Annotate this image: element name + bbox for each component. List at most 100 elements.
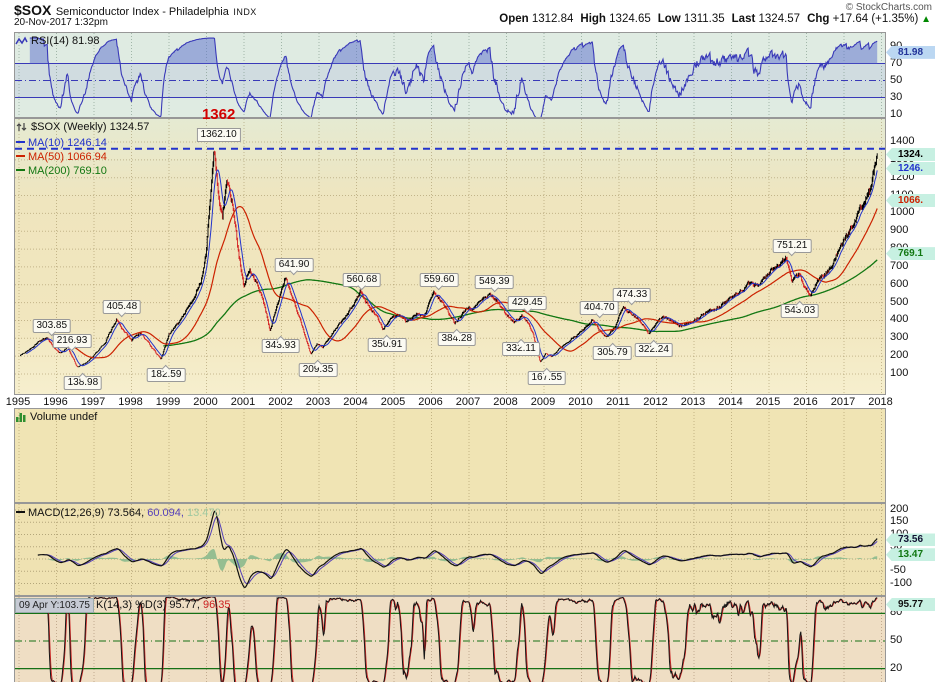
x-axis-year-label: 1997 bbox=[80, 396, 106, 408]
x-axis-year-label: 2012 bbox=[643, 396, 668, 408]
up-down-arrows-icon bbox=[16, 121, 28, 136]
x-axis-year-label: 2017 bbox=[830, 396, 856, 408]
rsi-panel-plot[interactable] bbox=[14, 32, 886, 118]
macd-scale-label: -50 bbox=[890, 564, 906, 577]
macd-hist-value: 13.470 bbox=[187, 507, 221, 519]
price-scale-label: 300 bbox=[890, 331, 909, 344]
quote-chg-value: +17.64 (+1.35%) bbox=[829, 13, 919, 25]
stoch-label-main: K(14,3) %D(3) 95.77, bbox=[96, 599, 200, 611]
price-annotation: 404.70 bbox=[579, 300, 619, 318]
x-axis-year-label: 2002 bbox=[268, 396, 293, 408]
quote-open-value: 1312.84 bbox=[528, 13, 574, 25]
price-annotation: 350.91 bbox=[367, 334, 407, 353]
price-value-badge: 769.1 bbox=[886, 247, 935, 261]
volume-label-text: Volume undef bbox=[30, 411, 98, 423]
rsi-scale-label: 30 bbox=[890, 90, 903, 103]
macd-signal-value: 60.094, bbox=[147, 507, 184, 519]
price-annotation: 138.98 bbox=[63, 372, 103, 391]
x-axis-year-label: 1995 bbox=[5, 396, 31, 408]
x-axis-year-label: 2001 bbox=[230, 396, 256, 408]
macd-label-main: MACD(12,26,9) 73.564, bbox=[28, 507, 145, 519]
macd-panel-plot[interactable] bbox=[14, 503, 886, 596]
x-axis-year-label: 2004 bbox=[343, 396, 368, 408]
volume-label: Volume undef bbox=[15, 411, 97, 426]
price-panel-plot[interactable] bbox=[14, 118, 886, 395]
rsi-scale-label: 50 bbox=[890, 73, 903, 86]
price-scale-label: 1200 bbox=[890, 170, 915, 183]
x-axis-year-label: 2016 bbox=[793, 396, 818, 408]
price-scale-label: 200 bbox=[890, 349, 909, 362]
price-annotation: 209.35 bbox=[298, 360, 338, 378]
x-axis-year-label: 2015 bbox=[755, 396, 781, 408]
price-label: $SOX (Weekly) 1324.57 bbox=[16, 121, 149, 136]
rsi-scale-label: 70 bbox=[890, 56, 903, 69]
ma-legend-label: MA(50) 1066.94 bbox=[28, 151, 107, 163]
x-axis-year-label: 2003 bbox=[305, 396, 331, 408]
stoch-d-value: 96.35 bbox=[203, 599, 231, 611]
stoch-scale-label: 50 bbox=[890, 634, 903, 646]
x-axis-year-label: 2008 bbox=[493, 396, 518, 408]
macd-value-badge: 13.47 bbox=[886, 548, 935, 562]
x-axis-year-label: 2009 bbox=[530, 396, 556, 408]
ma-legend-row: MA(10) 1246.14 bbox=[16, 137, 107, 150]
price-scale-label: 1400 bbox=[890, 135, 915, 147]
price-value-badge: 1324. bbox=[886, 147, 935, 161]
quote-chg-label: Chg bbox=[807, 13, 830, 25]
x-axis-year-label: 2005 bbox=[380, 396, 406, 408]
quote-high-value: 1324.65 bbox=[605, 13, 651, 25]
bar-chart-icon bbox=[15, 411, 27, 426]
x-axis-year-label: 1996 bbox=[43, 396, 68, 408]
symbol: $SOX bbox=[14, 2, 52, 18]
quote-open-label: Open bbox=[499, 13, 529, 25]
price-label-text: $SOX (Weekly) 1324.57 bbox=[31, 121, 150, 133]
copyright: © StockCharts.com bbox=[845, 2, 932, 13]
x-axis-year-label: 2018 bbox=[868, 396, 893, 408]
symbol-name: Semiconductor Index - Philadelphia bbox=[55, 6, 229, 18]
zigzag-line-icon bbox=[15, 36, 28, 50]
quote-last-value: 1324.57 bbox=[755, 13, 801, 25]
price-scale-label: 500 bbox=[890, 295, 909, 308]
hover-tooltip: 09 Apr Y:103.75 bbox=[15, 598, 94, 613]
exchange-tag: INDX bbox=[233, 7, 257, 17]
price-scale-label: 700 bbox=[890, 259, 909, 272]
x-axis-year-label: 2011 bbox=[606, 396, 630, 408]
macd-value-badge: 73.56 bbox=[886, 533, 935, 547]
price-annotation: 405.48 bbox=[102, 300, 142, 318]
rsi-scale-label: 10 bbox=[890, 107, 903, 120]
price-annotation: 549.39 bbox=[474, 274, 514, 293]
rsi-scale-label: 90 bbox=[890, 39, 903, 52]
price-scale-label: 1000 bbox=[890, 206, 915, 219]
change-up-arrow-icon: ▲ bbox=[918, 14, 931, 25]
x-axis-year-label: 2006 bbox=[418, 396, 443, 408]
rsi-label-text: RSI(14) 81.98 bbox=[31, 35, 100, 47]
price-annotation: 303.85 bbox=[32, 318, 72, 336]
chart-title: $SOX Semiconductor Index - Philadelphia … bbox=[14, 2, 257, 20]
dash-line-icon bbox=[16, 169, 25, 171]
ma-legend-label: MA(200) 769.10 bbox=[28, 165, 107, 177]
price-annotation: 559.60 bbox=[419, 272, 459, 291]
quote-last-label: Last bbox=[731, 13, 756, 25]
price-value-badge: 1246. bbox=[886, 161, 935, 175]
stoch-panel-plot[interactable] bbox=[14, 596, 886, 682]
price-scale-label: 100 bbox=[890, 366, 909, 379]
x-axis-year-label: 2013 bbox=[680, 396, 706, 408]
macd-scale-label: -100 bbox=[890, 576, 913, 589]
volume-panel-plot[interactable] bbox=[14, 408, 886, 503]
x-axis-year-label: 1998 bbox=[118, 396, 143, 408]
ma-legend-label: MA(10) 1246.14 bbox=[28, 137, 107, 149]
price-value-badge: 1066. bbox=[886, 193, 935, 207]
macd-label: MACD(12,26,9) 73.564, 60.094, 13.470 bbox=[16, 507, 221, 520]
chart-datetime: 20-Nov-2017 1:32pm bbox=[14, 17, 108, 28]
price-annotation: 305.79 bbox=[593, 343, 632, 361]
dash-line-icon bbox=[16, 155, 25, 157]
ma-legend-row: MA(200) 769.10 bbox=[16, 165, 107, 178]
price-annotation: 560.68 bbox=[342, 272, 382, 291]
rsi-value-badge: 81.98 bbox=[886, 45, 935, 59]
price-annotation: 384.28 bbox=[437, 329, 477, 347]
price-annotation: 322.24 bbox=[634, 340, 673, 358]
quote-low-label: Low bbox=[657, 13, 681, 25]
quote-high-label: High bbox=[580, 13, 606, 25]
x-axis-year-label: 2014 bbox=[718, 396, 743, 408]
stoch-label: 09 Apr Y:103.75 K(14,3) %D(3) 95.77, 96.3… bbox=[15, 598, 231, 613]
price-annotation: 216.93 bbox=[52, 334, 92, 352]
